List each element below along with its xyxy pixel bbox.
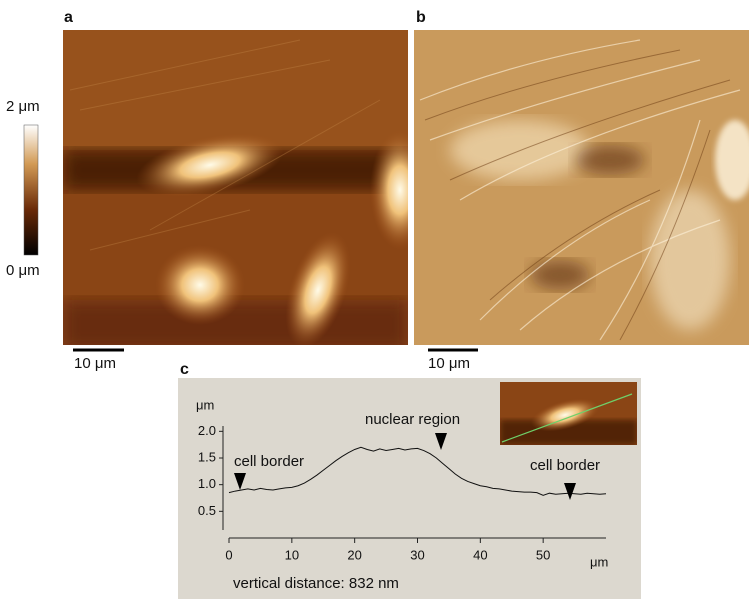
panel-label: a [64, 9, 73, 26]
footnote: vertical distance: 832 nm [233, 575, 399, 592]
y-tick-label: 2.0 [198, 423, 216, 438]
afm-height-image [63, 30, 430, 356]
scale-bar-label: 10 μm [428, 355, 470, 372]
annotation: cell border [530, 457, 600, 474]
scale-bar-label: 10 μm [74, 355, 116, 372]
x-tick-label: 20 [347, 547, 361, 562]
panel-label: b [416, 9, 426, 26]
colorbar [24, 125, 38, 255]
x-tick-label: 10 [285, 547, 299, 562]
y-tick-label: 1.5 [198, 449, 216, 464]
y-tick-label: 0.5 [198, 503, 216, 518]
x-tick-label: 50 [536, 547, 550, 562]
y-tick-label: 1.0 [198, 476, 216, 491]
x-tick-label: 0 [225, 547, 232, 562]
x-tick-label: 40 [473, 547, 487, 562]
figure: a 10 μm 2 μm 0 μm b [0, 0, 749, 599]
afm-deflection-image [414, 30, 749, 345]
colorbar-min: 0 μm [6, 262, 40, 279]
panel-label: c [180, 361, 189, 378]
inset-image [500, 382, 637, 445]
y-axis-unit: μm [196, 397, 214, 412]
x-tick-label: 30 [410, 547, 424, 562]
x-axis-unit: μm [590, 554, 608, 569]
colorbar-max: 2 μm [6, 98, 40, 115]
annotation: cell border [234, 453, 304, 470]
annotation: nuclear region [365, 411, 460, 428]
